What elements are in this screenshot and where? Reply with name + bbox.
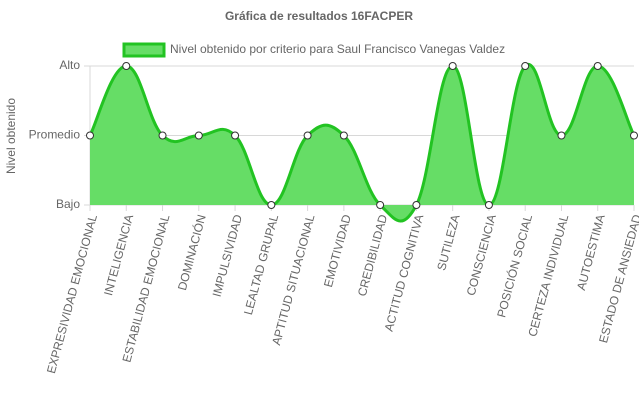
x-tick-label: SUTILEZA [434, 213, 462, 272]
legend-label: Nivel obtenido por criterio para Saul Fr… [170, 42, 505, 56]
x-tick-label: LEALTAD GRUPAL [241, 213, 281, 317]
point [303, 131, 312, 140]
x-tick-label: EXPRESIVIDAD EMOCIONAL [44, 213, 100, 375]
point [521, 62, 530, 70]
x-tick-label: CREDIBILIDAD [355, 213, 390, 298]
point [630, 131, 638, 140]
point [593, 62, 602, 70]
chart-title: Gráfica de resultados 16FACPER [225, 9, 413, 23]
x-tick-label: IMPULSIVIDAD [210, 213, 246, 299]
x-tick-label: INTELIGENCIA [101, 213, 136, 297]
x-tick-label: ACTITUD COGNITIVA [382, 213, 427, 333]
y-tick-label: Bajo [56, 197, 80, 211]
point [194, 131, 203, 140]
point [122, 62, 131, 70]
point [484, 201, 493, 209]
point [267, 201, 276, 209]
point [376, 201, 385, 209]
point [158, 131, 167, 140]
point [448, 62, 457, 70]
x-tick-label: CONSCIENCIA [464, 213, 499, 297]
point [412, 201, 421, 209]
area [90, 64, 634, 222]
legend-swatch [122, 42, 166, 58]
x-tick-label: CERTEZA INDIVIDUAL [525, 213, 571, 338]
y-tick-label: Promedio [29, 128, 81, 142]
x-tick-label: DOMINACIÓN [174, 213, 209, 292]
x-tick-label: EMOTIVIDAD [321, 213, 354, 289]
point [557, 131, 566, 140]
point [339, 131, 348, 140]
y-axis-label: Nivel obtenido [4, 98, 18, 174]
point [86, 131, 94, 140]
point [231, 131, 240, 140]
y-tick-label: Alto [59, 58, 80, 72]
x-tick-label: POSICIÓN SOCIAL [493, 212, 535, 319]
x-tick-label: AUTOESTIMA [574, 213, 608, 292]
